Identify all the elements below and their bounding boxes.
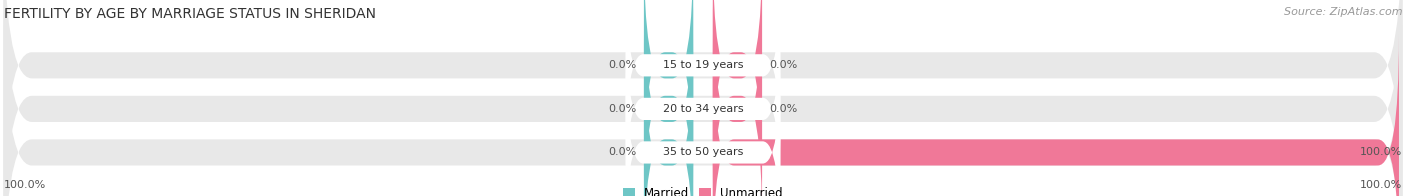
Text: 0.0%: 0.0% <box>609 147 637 157</box>
FancyBboxPatch shape <box>626 55 780 196</box>
FancyBboxPatch shape <box>713 0 762 183</box>
Text: 20 to 34 years: 20 to 34 years <box>662 104 744 114</box>
Text: 100.0%: 100.0% <box>1360 180 1403 190</box>
Text: 0.0%: 0.0% <box>609 60 637 70</box>
FancyBboxPatch shape <box>713 0 762 196</box>
FancyBboxPatch shape <box>3 0 1403 196</box>
Text: FERTILITY BY AGE BY MARRIAGE STATUS IN SHERIDAN: FERTILITY BY AGE BY MARRIAGE STATUS IN S… <box>3 6 375 21</box>
FancyBboxPatch shape <box>3 0 1403 196</box>
FancyBboxPatch shape <box>644 35 693 196</box>
Text: 0.0%: 0.0% <box>769 60 797 70</box>
Text: 15 to 19 years: 15 to 19 years <box>662 60 744 70</box>
Text: 0.0%: 0.0% <box>769 104 797 114</box>
FancyBboxPatch shape <box>644 0 693 183</box>
FancyBboxPatch shape <box>626 11 780 196</box>
Text: 100.0%: 100.0% <box>1360 147 1403 157</box>
FancyBboxPatch shape <box>626 0 780 163</box>
Text: 100.0%: 100.0% <box>3 180 46 190</box>
Text: Source: ZipAtlas.com: Source: ZipAtlas.com <box>1284 6 1403 16</box>
FancyBboxPatch shape <box>644 0 693 196</box>
Legend: Married, Unmarried: Married, Unmarried <box>623 187 783 196</box>
FancyBboxPatch shape <box>713 35 1399 196</box>
Text: 35 to 50 years: 35 to 50 years <box>662 147 744 157</box>
FancyBboxPatch shape <box>3 0 1403 196</box>
Text: 0.0%: 0.0% <box>609 104 637 114</box>
